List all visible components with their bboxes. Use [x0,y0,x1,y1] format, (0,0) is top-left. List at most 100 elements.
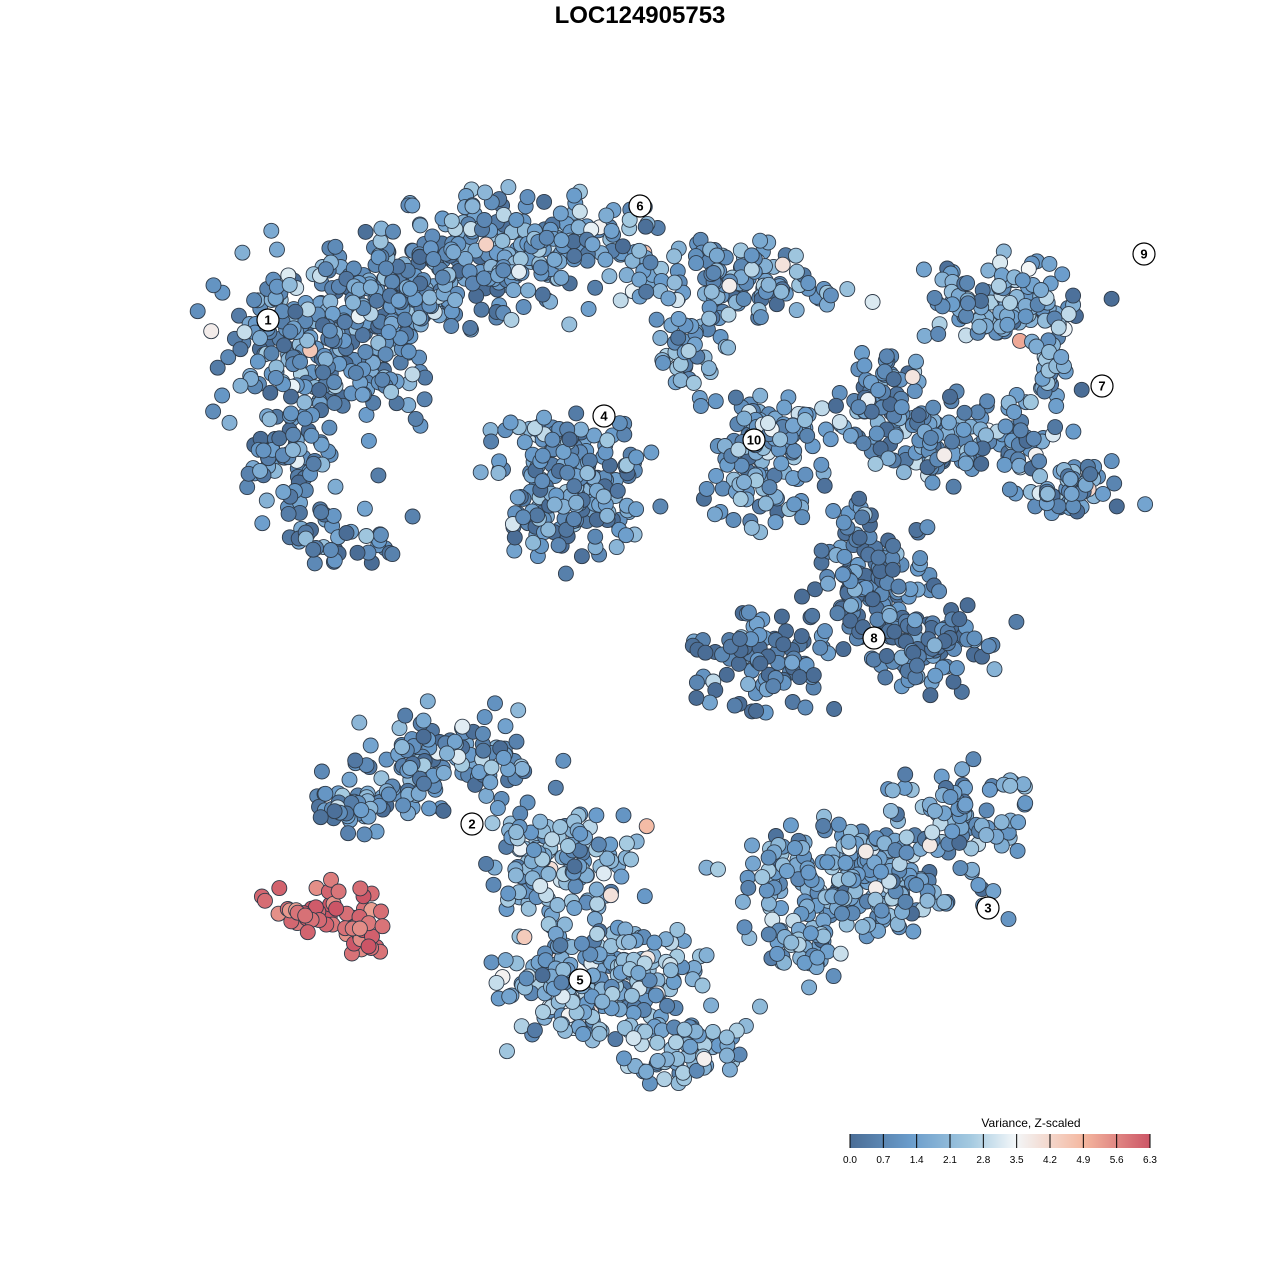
cell-point [854,509,871,526]
cell-point [688,674,705,691]
cell-point [520,282,537,299]
cell-point [919,519,936,536]
cell-point [881,607,898,624]
cell-point [560,838,576,855]
cell-point [512,805,529,822]
cluster-label-text: 4 [600,409,608,424]
cell-point [425,251,442,268]
cell-point [566,248,583,264]
cell-point [615,807,632,824]
cell-point [927,667,944,684]
cell-point [945,673,962,690]
cell-point [797,466,814,483]
cell-point [239,479,256,496]
cell-point [534,447,551,464]
cell-point [758,882,775,899]
cell-point [1054,266,1071,283]
cell-point [516,434,533,451]
cell-point [340,825,357,842]
cell-point [483,954,500,971]
cell-point [546,496,563,513]
cell-point [908,353,924,370]
cell-point [720,339,737,356]
cell-point [536,193,553,210]
cluster-label-text: 9 [1140,247,1147,262]
cell-point [697,644,714,661]
cell-point [752,655,769,672]
cell-point [349,544,366,561]
cell-point [804,607,821,624]
cell-point [580,301,597,317]
cell-point [214,387,231,404]
cell-point [373,903,389,920]
cell-point [499,1043,515,1060]
cell-point [826,701,843,717]
cell-point [518,970,535,987]
cell-point [1062,471,1079,488]
cell-point [322,542,339,558]
legend-tick-label: 6.3 [1143,1155,1157,1166]
cell-point [323,871,339,888]
cell-point [757,495,774,512]
cell-point [573,548,590,565]
cell-point [776,399,793,416]
cell-point [519,189,536,206]
cell-point [623,851,639,868]
cell-point [589,895,606,912]
cell-point [850,399,867,416]
cell-point [502,414,519,431]
cell-point [915,261,932,278]
cell-point [788,263,805,280]
cell-point [1095,485,1111,502]
cell-point [736,919,753,936]
cell-point [648,311,665,328]
cell-point [598,207,615,224]
cell-point [800,275,817,292]
cell-point [843,597,859,614]
cell-point [595,488,612,505]
cell-point [616,1050,632,1067]
cell-point [793,628,810,645]
legend-tick-label: 0.0 [843,1155,857,1166]
cell-point [895,464,912,481]
cell-point [775,636,792,653]
cell-point [508,733,525,750]
cell-point [412,217,429,234]
cell-point [511,263,527,280]
cell-point [985,883,1002,900]
cell-point [559,464,576,481]
cell-point [978,427,994,444]
cell-point [415,775,432,792]
cell-point [579,252,596,269]
cell-point [688,689,705,706]
cell-point [1008,613,1025,630]
cell-point [500,885,517,902]
cell-point [362,279,379,296]
cell-point [1012,422,1029,439]
cell-point [996,456,1013,473]
cell-point [882,802,899,819]
cell-point [561,316,578,333]
cell-point [1047,419,1064,436]
cluster-labels: 1 2 3 4 5 6 7 8 9 10 [256,194,1156,992]
cell-point [599,850,616,867]
cell-point [476,709,493,726]
cell-point [797,412,813,429]
cell-point [385,223,401,240]
cell-point [1033,282,1049,298]
cell-point [835,514,852,531]
cell-point [930,326,947,342]
cell-point [1022,394,1039,411]
cell-point [534,473,551,490]
cell-point [397,707,414,724]
cluster-label-5: 5 [568,968,592,992]
cell-point [636,888,653,905]
cell-point [638,1063,655,1080]
cell-point [1065,287,1082,304]
cell-point [855,435,872,452]
cell-point [552,819,569,835]
cell-point [662,962,679,979]
cell-point [1041,255,1058,272]
cell-point [404,508,421,525]
cell-point [526,1022,543,1039]
